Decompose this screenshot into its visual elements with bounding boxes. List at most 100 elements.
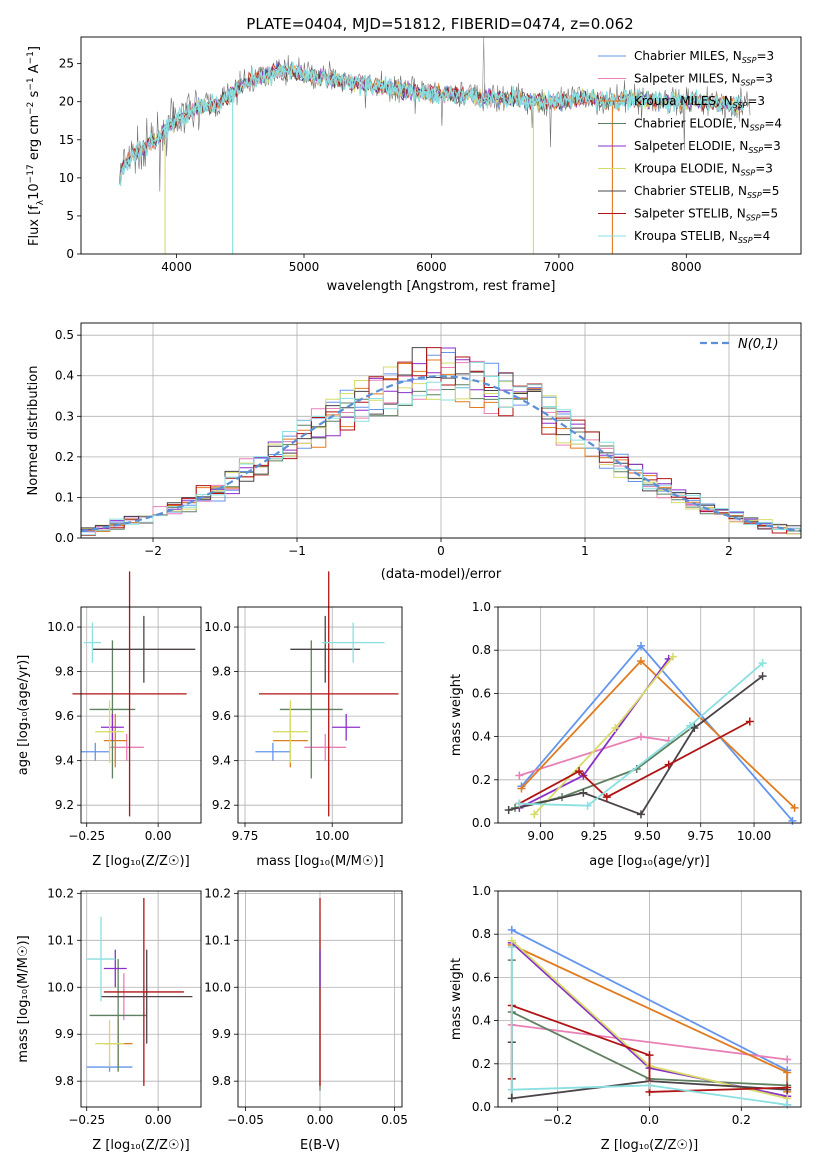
weight-marker — [507, 925, 516, 934]
y-tick-label: 0.0 — [472, 816, 491, 830]
y-tick-label: 0.5 — [55, 328, 74, 342]
x-tick-label: −1 — [288, 544, 306, 558]
y-tick-label: 5 — [66, 209, 74, 223]
legend-entry: N(0,1) — [738, 337, 779, 352]
x-tick-label: 8000 — [671, 260, 702, 274]
legend-entry: Chabrier MILES, NSSP=3 — [634, 49, 774, 65]
legend-entry: Chabrier STELIB, NSSP=5 — [634, 184, 779, 200]
y-axis-label: mass weight — [449, 674, 464, 756]
weight-marker — [583, 801, 592, 810]
weight-vs-metallicity-panel: −0.2 0.0 0.2 0.0 0.2 0.4 0.6 0.8 1.0 Z [log₁₀(Z/Z… — [449, 884, 802, 1153]
x-tick-label: 9.25 — [581, 829, 608, 843]
weight-line — [510, 947, 788, 1106]
weight-marker — [507, 1085, 516, 1094]
age-vs-mass-panel: 9.75 10.00 9.2 9.4 9.6 9.8 10.0 mass [log₁₀(M/M… — [204, 571, 403, 869]
y-tick-label: 0.4 — [472, 730, 491, 744]
legend-entry: Chabrier ELODIE, NSSP=4 — [634, 117, 782, 133]
y-tick-label: 10.0 — [47, 980, 74, 994]
x-axis-label: age [log₁₀(age/yr)] — [589, 854, 710, 869]
weight-marker — [745, 717, 754, 726]
y-tick-label: 10.0 — [204, 980, 231, 994]
y-tick-label: 10.1 — [47, 933, 74, 947]
x-tick-label: 0.2 — [732, 1113, 751, 1127]
y-axis-label: Flux [fλ10−17 erg cm−2 s−1 A−1] — [26, 46, 46, 246]
weight-marker — [636, 810, 645, 819]
y-tick-label: 15 — [59, 133, 74, 147]
y-tick-label: 0.3 — [55, 409, 74, 423]
axes-frame — [80, 606, 202, 824]
x-tick-label: −0.25 — [68, 829, 105, 843]
x-axis-label: mass [log₁₀(M/M☉)] — [256, 854, 383, 869]
spectrum-panel: 4000 5000 6000 7000 8000 0 5 10 15 20 25 wavelength… — [26, 36, 802, 294]
axes-frame — [80, 36, 802, 255]
weight-marker — [636, 657, 645, 665]
x-tick-label: −0.25 — [68, 1113, 105, 1127]
y-tick-label: 1.0 — [472, 884, 491, 898]
weight-marker — [602, 793, 611, 802]
weight-marker — [783, 1100, 792, 1109]
axes-frame — [80, 322, 802, 539]
x-axis-label: Z [log₁₀(Z/Z☉)] — [92, 854, 189, 869]
axes-frame — [80, 890, 202, 1108]
x-axis-label: wavelength [Angstrom, rest frame] — [327, 279, 556, 294]
y-tick-label: 10.0 — [47, 620, 74, 634]
y-tick-label: 10.2 — [47, 886, 74, 900]
age-vs-metallicity-panel: −0.25 0.00 9.2 9.4 9.6 9.8 10.0 Z [log₁₀(Z/Z☉)]… — [16, 571, 202, 869]
y-tick-label: 10.1 — [204, 933, 231, 947]
weight-vs-age-panel: 9.00 9.25 9.50 9.75 10.00 0.0 0.2 0.4 0.6 0.8 1.0 a… — [449, 600, 802, 869]
spectrum-spike-line — [482, 36, 486, 102]
y-tick-label: 9.2 — [55, 798, 74, 812]
y-tick-label: 9.9 — [212, 1027, 231, 1041]
weight-marker — [636, 641, 645, 650]
legend-entry: Kroupa ELODIE, NSSP=3 — [634, 162, 773, 178]
y-tick-label: 1.0 — [472, 600, 491, 614]
y-tick-label: 0.4 — [55, 369, 74, 383]
x-tick-label: 6000 — [416, 260, 447, 274]
weight-marker — [668, 652, 677, 661]
weight-line — [519, 662, 764, 807]
weight-marker — [507, 1094, 516, 1103]
x-tick-label: 9.75 — [232, 829, 259, 843]
x-tick-label: 4000 — [161, 260, 192, 274]
x-axis-label: E(B-V) — [300, 1138, 340, 1153]
weight-marker — [758, 672, 767, 681]
weight-marker — [579, 788, 588, 797]
y-tick-label: 9.8 — [55, 665, 74, 679]
y-tick-label: 0.0 — [472, 1100, 491, 1114]
y-tick-label: 9.8 — [55, 1074, 74, 1088]
weight-marker — [575, 767, 584, 776]
y-tick-label: 9.8 — [212, 1074, 231, 1088]
x-axis-label: Z [log₁₀(Z/Z☉)] — [92, 1138, 189, 1153]
legend-entry: Kroupa MILES, NSSP=3 — [634, 94, 765, 110]
x-tick-label: 9.50 — [634, 829, 661, 843]
y-tick-label: 9.6 — [55, 709, 74, 723]
x-tick-label: −2 — [144, 544, 162, 558]
y-tick-label: 10.2 — [204, 886, 231, 900]
y-tick-label: 10 — [59, 171, 74, 185]
weight-marker — [758, 659, 767, 668]
x-tick-label: 9.75 — [687, 829, 714, 843]
y-tick-label: 9.6 — [212, 709, 231, 723]
weight-marker — [645, 1081, 654, 1090]
weight-marker — [783, 1055, 792, 1064]
y-tick-label: 0.2 — [472, 773, 491, 787]
y-tick-label: 9.9 — [55, 1027, 74, 1041]
axes-frame — [497, 890, 802, 1108]
y-axis-label: mass [log₁₀(M/M☉)] — [16, 935, 31, 1062]
weight-marker — [790, 803, 799, 812]
y-tick-label: 20 — [59, 95, 74, 109]
x-tick-label: 10.00 — [315, 829, 349, 843]
legend-entry: Salpeter STELIB, NSSP=5 — [634, 207, 778, 223]
figure-title: PLATE=0404, MJD=51812, FIBERID=0474, z=0… — [246, 15, 633, 33]
y-tick-label: 0.8 — [472, 643, 491, 657]
legend-entry: Kroupa STELIB, NSSP=4 — [634, 229, 770, 245]
x-axis-label: (data-model)/error — [381, 567, 502, 582]
histogram-step-line — [80, 347, 801, 538]
y-tick-label: 25 — [59, 57, 74, 71]
legend-entry: Salpeter MILES, NSSP=3 — [634, 72, 773, 88]
x-tick-label: 0.00 — [145, 1113, 172, 1127]
y-tick-label: 0.2 — [55, 450, 74, 464]
axes-frame — [237, 606, 403, 824]
x-tick-label: 0.00 — [145, 829, 172, 843]
y-tick-label: 0.2 — [472, 1057, 491, 1071]
